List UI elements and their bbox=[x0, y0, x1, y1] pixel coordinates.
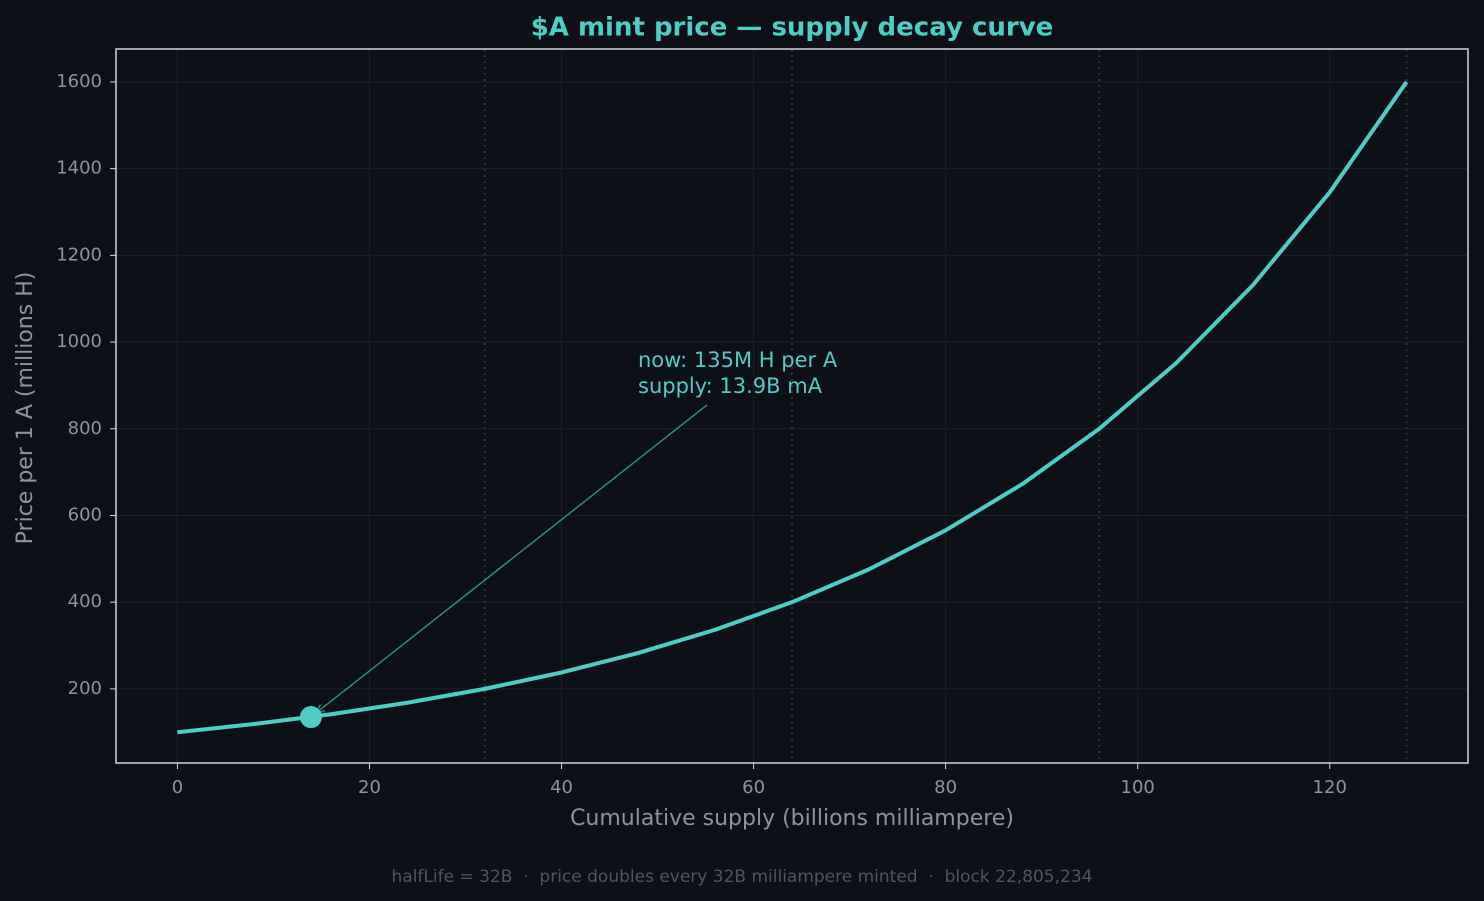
x-tick-label: 100 bbox=[1121, 777, 1155, 798]
annotation-line: now: 135M H per A bbox=[638, 348, 838, 372]
y-tick-label: 800 bbox=[68, 418, 102, 439]
annotation-line: supply: 13.9B mA bbox=[638, 374, 823, 398]
plot-group bbox=[177, 80, 1409, 735]
x-tick-label: 60 bbox=[742, 777, 765, 798]
x-axis-label: Cumulative supply (billions milliampere) bbox=[570, 806, 1014, 831]
x-tick-label: 120 bbox=[1313, 777, 1347, 798]
x-tick-label: 80 bbox=[934, 777, 957, 798]
y-tick-label: 1200 bbox=[56, 244, 102, 265]
grid-group bbox=[116, 49, 1468, 763]
y-tick-label: 1000 bbox=[56, 331, 102, 352]
y-tick-label: 1600 bbox=[56, 71, 102, 92]
y-axis-label: Price per 1 A (millions H) bbox=[13, 272, 38, 545]
x-tick-label: 0 bbox=[172, 777, 183, 798]
y-tick-label: 600 bbox=[68, 504, 102, 525]
annotation-arrow bbox=[315, 404, 708, 714]
current-point bbox=[299, 706, 322, 729]
price-curve bbox=[177, 80, 1409, 735]
y-tick-label: 400 bbox=[68, 591, 102, 612]
x-tick-label: 40 bbox=[550, 777, 573, 798]
chart-title: $A mint price — supply decay curve bbox=[531, 13, 1054, 43]
x-tick-label: 20 bbox=[358, 777, 381, 798]
y-tick-label: 1400 bbox=[56, 158, 102, 179]
plot-frame bbox=[115, 48, 1469, 764]
y-tick-label: 200 bbox=[68, 678, 102, 699]
footer: halfLife = 32B · price doubles every 32B… bbox=[392, 867, 1093, 887]
